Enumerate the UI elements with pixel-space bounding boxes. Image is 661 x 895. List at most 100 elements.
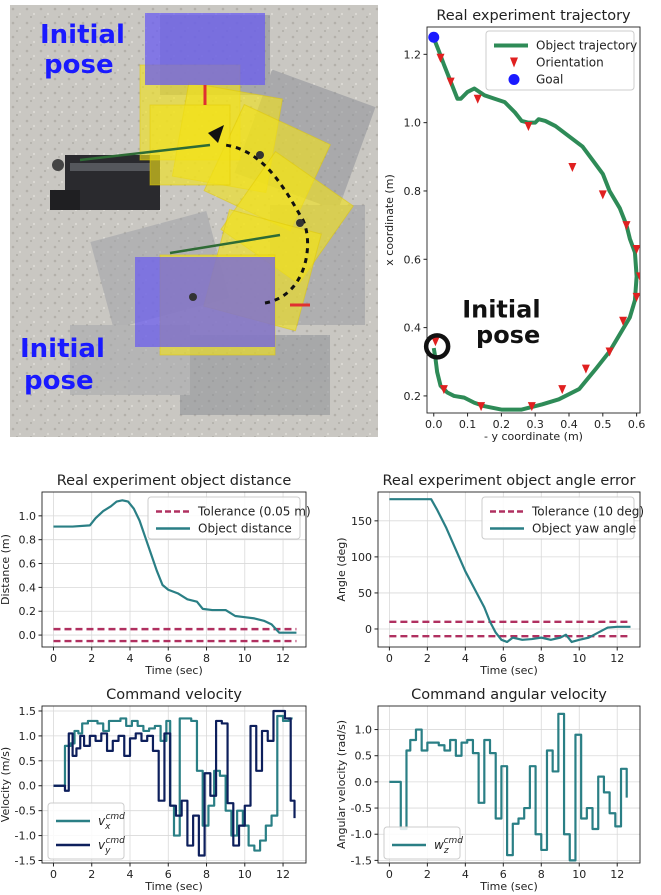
trajectory-path — [224, 143, 310, 305]
x-axis-label: Time (sec) — [144, 664, 203, 677]
x-tick-label: 12 — [276, 652, 290, 665]
y-tick-label: 1.2 — [404, 48, 422, 61]
x-tick-label: 2 — [88, 868, 95, 881]
orientation-marker — [598, 190, 607, 200]
chart-distance: 0 2 4 6 8 10 12 0.0 0.2 0.4 0.6 0.8 1.0 Real experime… — [0, 473, 311, 677]
x-axis-label: - y coordinate (m) — [484, 430, 583, 443]
y-tick-label: 0.6 — [404, 253, 422, 266]
x-tick-label: 0.3 — [526, 418, 544, 431]
plot-area — [389, 712, 628, 862]
legend-label: Object distance — [198, 522, 292, 536]
y-tick-label: -1.0 — [15, 830, 36, 843]
orientation-marker — [568, 163, 577, 173]
y-tick-label: 50 — [358, 587, 372, 600]
orientation-marker — [558, 385, 567, 395]
photo-label-top-1: Initial — [40, 20, 125, 50]
plot-frame — [377, 491, 641, 648]
orientation-marker — [619, 316, 628, 326]
y-tick-label: 0.5 — [355, 750, 373, 763]
orientation-marker — [622, 221, 631, 231]
chart-trajectory: 0.0 0.1 0.2 0.3 0.4 0.5 0.6 0.2 0.4 0.6 0.8 1.0 1.2 R… — [383, 8, 645, 443]
chart-title: Real experiment object distance — [57, 473, 292, 489]
x-tick-label: 0 — [50, 652, 57, 665]
legend-label: vycmd — [98, 836, 125, 856]
x-tick-label: 0 — [386, 652, 393, 665]
y-tick-label: 1.0 — [404, 117, 422, 130]
legend-marker — [508, 74, 520, 85]
y-tick-label: 1.0 — [19, 730, 37, 743]
plot-frame — [41, 491, 307, 648]
y-tick-label: 0.4 — [404, 322, 422, 335]
chart-title: Real experiment trajectory — [436, 8, 631, 24]
plot-area — [53, 499, 297, 643]
orientation-marker — [436, 53, 445, 63]
legend: Tolerance (10 deg) Object yaw angle — [481, 496, 644, 540]
x-tick-label: 10 — [238, 652, 252, 665]
legend-label: Goal — [536, 73, 563, 87]
legend-label: wzcmd — [434, 836, 463, 856]
series-line — [389, 712, 628, 862]
x-tick-label: 0.5 — [594, 418, 612, 431]
plot-frame — [426, 26, 641, 414]
photo-label-bottom-1: Initial — [20, 334, 105, 364]
y-axis-label: Angle (deg) — [335, 537, 348, 601]
x-tick-label: 6 — [165, 868, 172, 881]
x-tick-label: 10 — [572, 652, 586, 665]
x-tick-label: 0.1 — [459, 418, 477, 431]
y-tick-label: 1.5 — [19, 705, 37, 718]
x-axis-label: Time (sec) — [479, 880, 538, 893]
y-axis-label: Angular velocity (rad/s) — [335, 720, 348, 849]
series-line — [389, 498, 631, 644]
x-tick-label: 10 — [238, 868, 252, 881]
y-tick-label: 1.0 — [355, 724, 373, 737]
chart-cmd_velocity: 0 2 4 6 8 10 12 -1.5 -1.0 -0.5 0.0 0.5 1.0 1.5 Command… — [0, 687, 307, 893]
x-tick-label: 2 — [88, 652, 95, 665]
y-tick-label: 0.2 — [19, 605, 37, 618]
y-tick-label: 150 — [351, 515, 372, 528]
x-tick-label: 2 — [424, 868, 431, 881]
y-tick-label: 0.0 — [19, 629, 37, 642]
legend: vxcmd vycmd — [47, 802, 125, 860]
plot-area — [53, 709, 296, 857]
plot-area — [389, 498, 631, 644]
series-line — [53, 499, 297, 634]
y-tick-label: 0.0 — [19, 780, 37, 793]
x-axis-label: Time (sec) — [479, 664, 538, 677]
plot-frame — [41, 705, 307, 864]
x-tick-label: 6 — [165, 652, 172, 665]
x-tick-label: 8 — [203, 652, 210, 665]
x-tick-label: 10 — [572, 868, 586, 881]
legend-marker — [510, 57, 518, 68]
y-axis-label: Velocity (m/s) — [0, 747, 12, 822]
orientation-marker — [581, 364, 590, 374]
y-tick-label: -1.5 — [15, 855, 36, 868]
robot — [50, 155, 160, 210]
annotation-initial: Initial — [462, 295, 540, 323]
x-tick-label: 0 — [386, 868, 393, 881]
y-tick-label: 0 — [365, 623, 372, 636]
y-tick-label: 0.6 — [19, 558, 37, 571]
x-tick-label: 8 — [538, 652, 545, 665]
y-axis-label: Distance (m) — [0, 534, 12, 605]
chart-title: Command velocity — [106, 687, 242, 703]
x-tick-label: 4 — [462, 652, 469, 665]
x-tick-label: 12 — [276, 868, 290, 881]
series-line — [431, 38, 639, 412]
y-tick-label: 0.0 — [355, 776, 373, 789]
orientation-marker — [605, 347, 614, 357]
orientation-marker — [524, 122, 533, 132]
y-tick-label: 0.5 — [19, 755, 37, 768]
chart-cmd_angular: 0 2 4 6 8 10 12 -1.5 -1.0 -0.5 0.0 0.5 1.0 Command an… — [335, 687, 641, 893]
y-tick-label: -1.0 — [351, 828, 372, 841]
x-tick-label: 4 — [462, 868, 469, 881]
orientation-marker — [439, 385, 448, 395]
initial-pose-marker — [423, 333, 451, 360]
chart-title: Command angular velocity — [411, 687, 607, 703]
orientation-marker — [477, 402, 486, 412]
x-tick-label: 0.2 — [493, 418, 511, 431]
plot-area — [428, 31, 640, 412]
x-tick-label: 0.6 — [628, 418, 646, 431]
y-tick-label: 0.2 — [404, 390, 422, 403]
series-line — [53, 709, 296, 857]
